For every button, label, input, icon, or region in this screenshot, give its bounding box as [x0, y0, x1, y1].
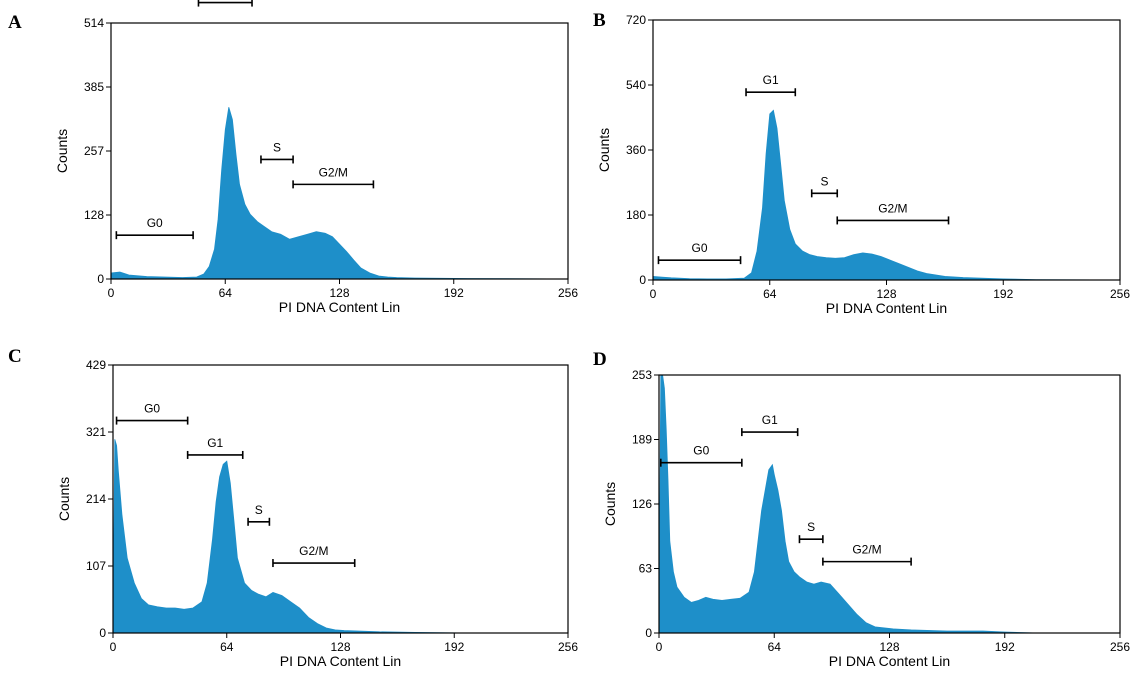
y-tick-label: 257: [84, 144, 104, 158]
gate-g0: G0: [115, 216, 194, 240]
y-tick-label: 540: [626, 78, 646, 92]
y-tick-label: 0: [645, 626, 652, 640]
panel-a: A 0 64 128 192 256 0 128 257 385 514 PI DNA Content…: [8, 0, 578, 315]
gate-label: G1: [762, 413, 778, 427]
y-tick-label: 321: [86, 425, 106, 439]
x-axis-label: PI DNA Content Lin: [280, 653, 401, 669]
gate-s: S: [247, 503, 271, 526]
y-tick-label: 107: [86, 559, 106, 573]
gate-g1: G1: [186, 436, 244, 459]
y-axis-label: Counts: [54, 129, 70, 173]
x-tick-label: 128: [879, 640, 899, 654]
y-tick-label: 126: [632, 497, 652, 511]
x-tick-label: 192: [444, 640, 464, 654]
y-tick-label: 214: [86, 492, 106, 506]
y-tick-label: 0: [99, 626, 106, 640]
y-axis-label: Counts: [56, 477, 72, 521]
gate-g0: G0: [115, 402, 189, 425]
x-tick-label: 64: [768, 640, 782, 654]
panel-d: D 0 64 128 192 256 0 63 126 189 253 PI DNA Content …: [593, 349, 1130, 669]
histogram-area: [658, 374, 1120, 634]
x-tick-label: 256: [1110, 640, 1130, 654]
panel-letter: B: [593, 10, 606, 31]
gate-label: G2/M: [878, 201, 907, 215]
gate-s: S: [260, 140, 294, 164]
gate-label: S: [273, 140, 281, 154]
panel-b: B 0 64 128 192 256 0 180 360 540 720 PI DNA Content…: [593, 10, 1130, 316]
gate-g2-m: G2/M: [836, 201, 950, 225]
x-axis-label: PI DNA Content Lin: [279, 299, 400, 315]
x-tick-label: 64: [763, 287, 777, 301]
histogram-area: [652, 109, 1121, 281]
x-tick-label: 0: [110, 640, 117, 654]
gate-g0: G0: [660, 444, 743, 467]
gate-s: S: [810, 174, 839, 198]
x-tick-label: 256: [558, 286, 578, 300]
gate-g1: G1: [745, 73, 797, 97]
x-tick-label: 64: [220, 640, 234, 654]
gate-g1: G1: [741, 413, 799, 437]
panel-c: C 0 64 128 192 256 0 107 214 321 429 PI DNA Content…: [8, 346, 578, 669]
gate-label: G0: [147, 216, 163, 230]
plot-frame: [112, 364, 569, 634]
x-tick-label: 256: [558, 640, 578, 654]
x-tick-label: 192: [995, 640, 1015, 654]
x-tick-label: 192: [444, 286, 464, 300]
gate-g2-m: G2/M: [822, 543, 912, 566]
y-tick-label: 385: [84, 80, 104, 94]
gate-g0: G0: [657, 241, 742, 265]
plot-frame: [658, 374, 1121, 634]
x-axis-label: PI DNA Content Lin: [826, 300, 947, 316]
x-axis-label: PI DNA Content Lin: [829, 653, 950, 669]
x-tick-label: 192: [993, 287, 1013, 301]
gate-label: G1: [207, 436, 223, 450]
y-axis-label: Counts: [602, 482, 618, 526]
y-tick-label: 514: [84, 16, 104, 30]
x-tick-label: 128: [330, 640, 350, 654]
x-tick-label: 0: [108, 286, 115, 300]
y-tick-label: 360: [626, 143, 646, 157]
gate-g2-m: G2/M: [272, 544, 356, 568]
gate-label: G2/M: [852, 543, 881, 557]
gate-g2-m: G2/M: [292, 165, 375, 189]
gate-label: G0: [693, 444, 709, 458]
x-tick-label: 0: [650, 287, 657, 301]
gate-label: G0: [692, 241, 708, 255]
x-tick-label: 128: [329, 286, 349, 300]
x-tick-label: 128: [876, 287, 896, 301]
y-tick-label: 189: [632, 433, 652, 447]
panel-letter: C: [8, 346, 22, 367]
y-tick-label: 429: [86, 358, 106, 372]
plot-frame: [110, 22, 569, 280]
y-tick-label: 180: [626, 208, 646, 222]
y-tick-label: 720: [626, 13, 646, 27]
gate-label: S: [820, 174, 828, 188]
gate-label: G2/M: [299, 544, 328, 558]
panel-letter: D: [593, 349, 607, 370]
histogram-area: [110, 107, 569, 280]
y-tick-label: 253: [632, 368, 652, 382]
gate-label: S: [807, 520, 815, 534]
y-tick-label: 63: [639, 562, 653, 576]
y-axis-label: Counts: [596, 128, 612, 172]
histogram-area: [112, 439, 568, 634]
gate-s: S: [798, 520, 824, 544]
x-tick-label: 0: [656, 640, 663, 654]
gate-g1: G1: [197, 0, 253, 7]
plot-frame: [652, 19, 1121, 281]
y-tick-label: 128: [84, 208, 104, 222]
y-tick-label: 0: [639, 273, 646, 287]
gate-label: G1: [763, 73, 779, 87]
panel-letter: A: [8, 12, 22, 33]
x-tick-label: 256: [1110, 287, 1130, 301]
x-tick-label: 64: [219, 286, 233, 300]
gate-label: G0: [144, 402, 160, 416]
y-tick-label: 0: [97, 272, 104, 286]
gate-label: S: [255, 503, 263, 517]
gate-label: G2/M: [319, 165, 348, 179]
